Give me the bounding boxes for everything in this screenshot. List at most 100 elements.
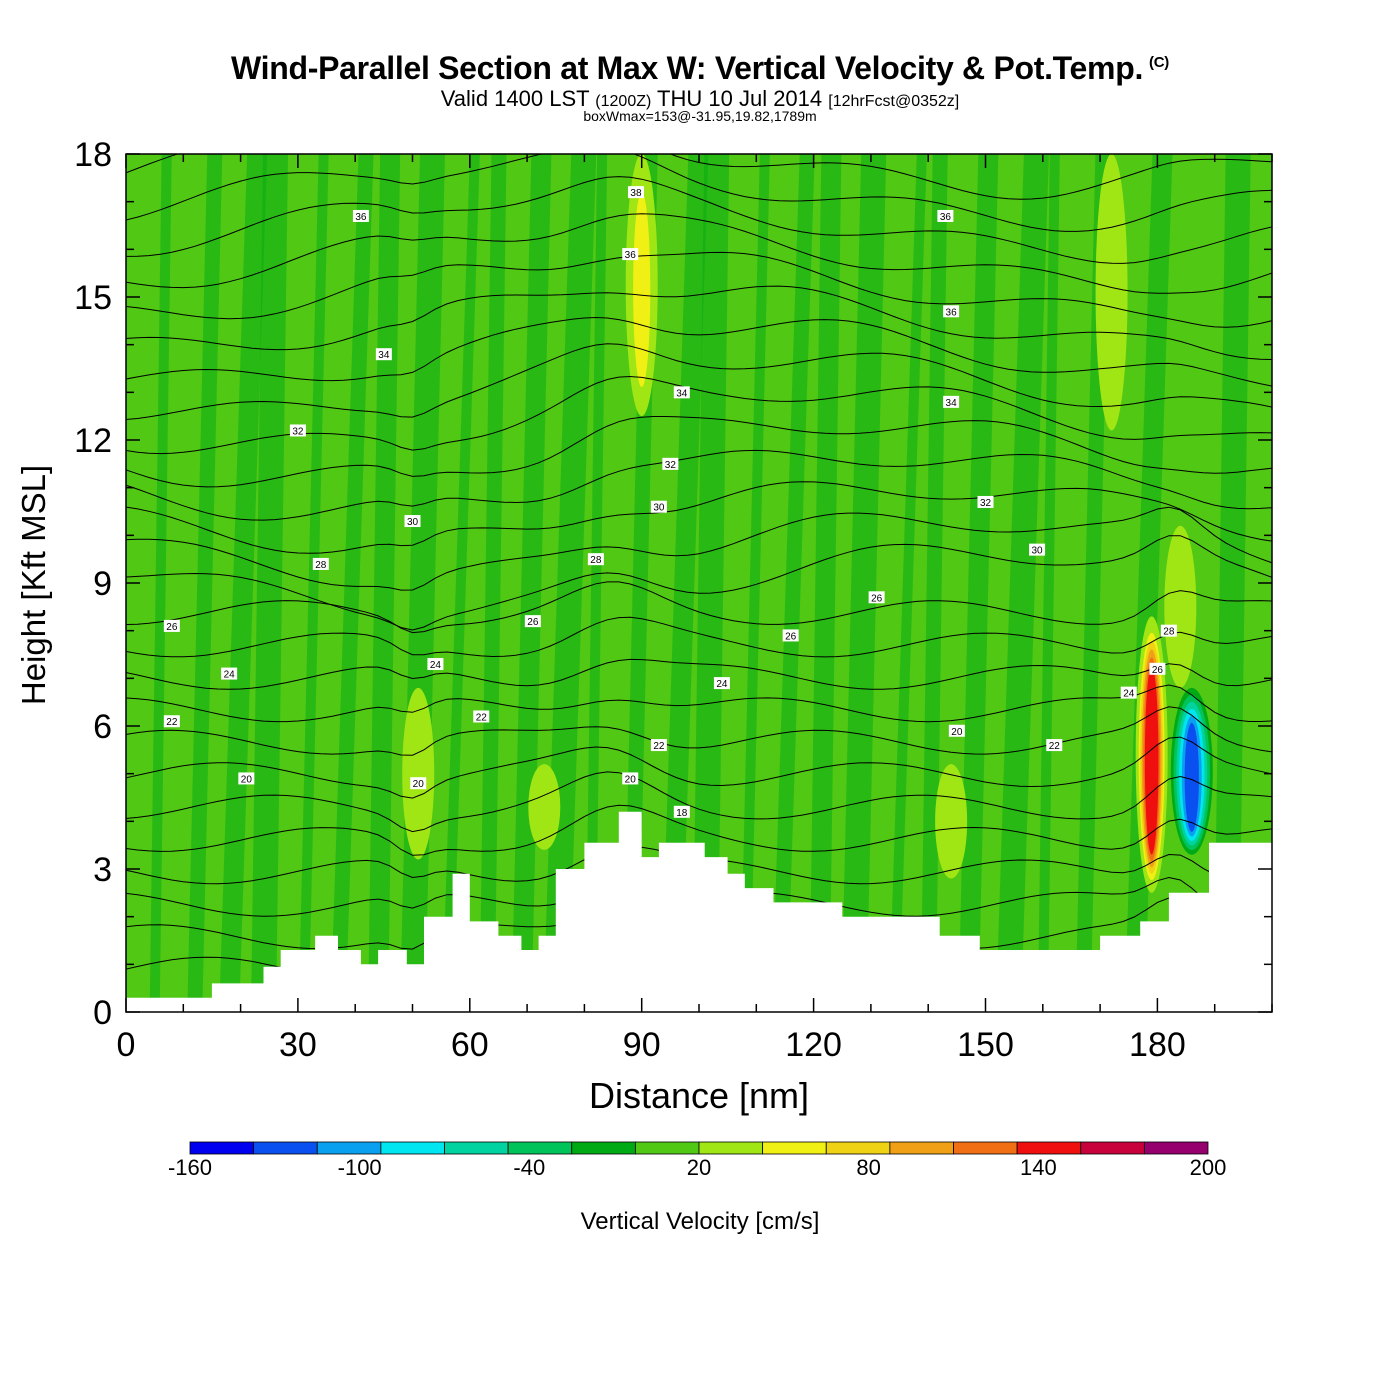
colorbar-tick-label: 140 — [1019, 1155, 1057, 1180]
contour-label-text: 34 — [676, 388, 688, 399]
colorbar-tick-label: -100 — [337, 1155, 382, 1180]
field-streak — [511, 154, 552, 1012]
contour-label-bg — [943, 395, 960, 408]
field-streak — [739, 154, 770, 1012]
contour-label-text: 20 — [951, 727, 963, 738]
contour-label-bg — [238, 772, 255, 785]
colorbar-swatch — [316, 1141, 382, 1155]
field-streak — [251, 154, 289, 1012]
contour-label-text: 22 — [1049, 741, 1061, 752]
contour-label: 28 — [1160, 624, 1177, 638]
x-tick-label: 60 — [451, 1026, 489, 1064]
contour-label: 18 — [673, 805, 690, 819]
colorbar-swatch — [762, 1141, 827, 1155]
contour-label: 26 — [524, 615, 541, 628]
contour-label-bg — [622, 248, 639, 261]
copyright-mark: (C) — [1149, 54, 1169, 71]
field-streak — [149, 154, 172, 1012]
contour-label: 36 — [352, 209, 369, 223]
contour-label: 30 — [404, 515, 421, 528]
contour-label-bg — [375, 348, 392, 361]
contour-label-bg — [1149, 662, 1166, 675]
contour-label-text: 36 — [940, 212, 952, 223]
w-feature — [1184, 722, 1199, 832]
theta-contour-line — [126, 804, 1272, 856]
contour-label-bg — [662, 457, 679, 470]
contour-label: 26 — [163, 619, 180, 633]
contour-label-bg — [410, 777, 427, 790]
contour-label: 32 — [977, 495, 994, 509]
field-streak — [1213, 154, 1251, 1012]
terrain — [126, 811, 1272, 1012]
y-tick-label: 6 — [93, 708, 112, 746]
contour-label-bg — [1029, 543, 1046, 556]
theta-contour-line — [126, 285, 1272, 360]
theta-contour-line — [126, 706, 1272, 756]
field-streak — [187, 154, 223, 1012]
contour-label-text: 24 — [430, 660, 442, 671]
contour-label-text: 20 — [241, 774, 253, 785]
theta-contour-line — [126, 658, 1272, 690]
theta-contour-line — [126, 616, 1272, 658]
colorbar-tick-label: -40 — [513, 1155, 546, 1180]
contour-label: 36 — [622, 248, 639, 261]
contour-label-text: 20 — [625, 774, 637, 785]
w-feature — [407, 706, 430, 848]
contour-label: 26 — [1149, 662, 1166, 676]
contour-label-bg — [622, 772, 639, 785]
boxwmax-note: boxWmax=153@-31.95,19.82,1789m — [583, 108, 817, 124]
field-streak — [771, 154, 815, 1012]
contour-label-text: 34 — [378, 350, 390, 361]
contour-label-text: 22 — [653, 741, 665, 752]
contour-label: 30 — [1029, 543, 1046, 557]
contour-label: 34 — [943, 395, 960, 409]
theta-contour-line — [126, 343, 1272, 420]
w-feature — [1146, 674, 1157, 849]
contour-label: 34 — [673, 386, 690, 399]
contour-label-bg — [587, 553, 604, 566]
contour-label: 28 — [587, 553, 604, 566]
colorbar-swatch — [634, 1141, 700, 1155]
w-feature — [633, 192, 651, 388]
colorbar — [189, 1141, 1209, 1155]
contour-label-bg — [713, 677, 730, 690]
contour-label-text: 26 — [527, 617, 539, 628]
field-streak — [841, 154, 887, 1012]
colorbar-swatch — [889, 1141, 954, 1155]
contour-label-bg — [352, 209, 369, 222]
contour-label-bg — [163, 619, 180, 632]
colorbar-swatch — [571, 1141, 636, 1155]
theta-contour-line — [126, 316, 1272, 387]
contour-labels: 38 36 36 36 36 34 34 34 32 32 32 30 30 30 28 28 26 26 26 26… — [163, 186, 1177, 819]
contour-label: 20 — [410, 777, 427, 790]
contour-label-text: 32 — [980, 498, 992, 509]
contour-label-text: 30 — [1032, 546, 1044, 557]
colorbar-swatch — [380, 1141, 445, 1155]
y-tick-label: 3 — [93, 851, 112, 889]
contour-label-text: 36 — [946, 307, 958, 318]
contour-label-text: 24 — [224, 670, 236, 681]
y-tick-label: 18 — [74, 136, 112, 174]
field-streak — [1037, 154, 1060, 1012]
field-streak — [958, 154, 999, 1012]
contour-label-text: 32 — [665, 460, 677, 471]
theta-contour-line — [126, 375, 1272, 455]
contour-label: 36 — [943, 305, 960, 318]
contour-label-bg — [1160, 624, 1177, 637]
x-tick-label: 150 — [957, 1026, 1014, 1064]
contour-label: 36 — [937, 209, 954, 223]
contour-label: 22 — [650, 739, 667, 752]
colorbar-tick-label: -160 — [167, 1155, 213, 1180]
theta-contour-line — [126, 251, 1272, 328]
chart-subtitle: Valid 1400 LST (1200Z) THU 10 Jul 2014 [… — [440, 86, 960, 111]
contour-label: 32 — [662, 457, 679, 471]
theta-contour-line — [126, 213, 1272, 294]
x-tick-label: 30 — [279, 1026, 317, 1064]
w-feature — [1169, 543, 1192, 677]
colorbar-title: Vertical Velocity [cm/s] — [580, 1208, 820, 1235]
colorbar-swatch — [189, 1141, 255, 1155]
colorbar-swatch — [444, 1141, 509, 1155]
theta-contour-line — [126, 684, 1272, 723]
contour-label-text: 26 — [1152, 665, 1164, 676]
